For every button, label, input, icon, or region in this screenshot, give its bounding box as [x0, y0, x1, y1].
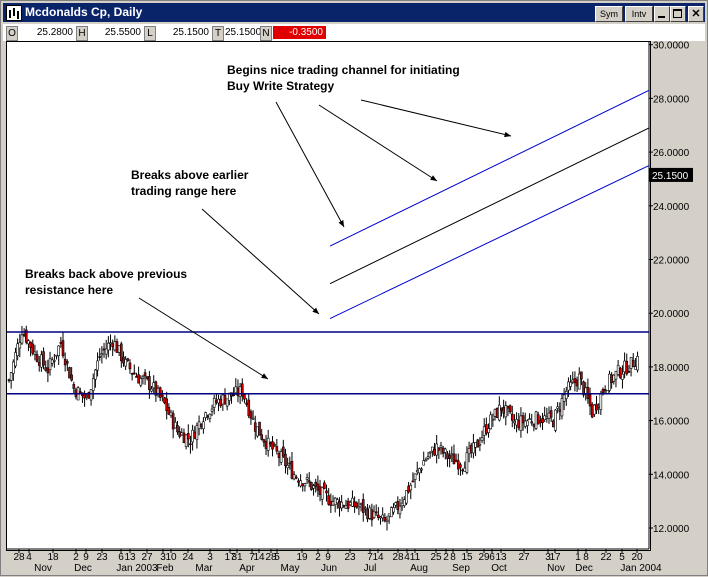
x-tick-label: 19: [296, 552, 308, 563]
maximize-icon: [673, 9, 682, 18]
x-month-label: Aug: [410, 563, 428, 574]
open-value: 25.2800: [36, 27, 73, 38]
x-tick-label: 17: [224, 552, 236, 563]
x-tick-label: 2: [73, 552, 79, 563]
x-tick-label: 14: [253, 552, 265, 563]
x-tick-label: 8: [450, 552, 456, 563]
x-tick-label: 31: [231, 552, 243, 563]
x-tick-label: 27: [141, 552, 153, 563]
minimize-button[interactable]: [654, 6, 670, 22]
x-tick-label: 23: [344, 552, 356, 563]
x-tick-label: 6: [489, 552, 495, 563]
change-value: -0.3500: [273, 26, 326, 39]
y-tick-label: 18.0000: [653, 363, 690, 374]
x-tick-label: 10: [165, 552, 177, 563]
x-month-label: Oct: [491, 563, 507, 574]
y-tick-label: 16.0000: [653, 417, 690, 428]
x-tick-label: 17: [549, 552, 561, 563]
x-tick-label: 3: [545, 552, 551, 563]
x-tick-label: 3: [160, 552, 166, 563]
x-tick-label: 4: [404, 552, 410, 563]
low-value: 25.1500: [172, 27, 209, 38]
x-tick-label: 8: [583, 552, 589, 563]
x-tick-label: 5: [274, 552, 280, 563]
close-icon: ✕: [691, 8, 701, 20]
x-tick-label: 18: [47, 552, 59, 563]
y-tick-label: 24.0000: [653, 202, 690, 213]
quote-bar: O 25.2800 H 25.5500 L 25.1500 T 25.1500 …: [3, 24, 705, 41]
x-month-label: Feb: [156, 563, 174, 574]
symbol-button[interactable]: Sym: [595, 6, 623, 22]
x-month-label: Sep: [452, 563, 470, 574]
x-tick-label: 28: [13, 552, 25, 563]
x-tick-label: 13: [495, 552, 507, 563]
x-month-label: Jan 2004: [620, 563, 662, 574]
x-tick-label: 9: [325, 552, 331, 563]
x-month-label: Apr: [239, 563, 255, 574]
x-tick-label: 22: [600, 552, 612, 563]
high-label: H: [76, 26, 88, 41]
open-label: O: [6, 26, 18, 41]
x-tick-label: 9: [83, 552, 89, 563]
y-tick-label: 22.0000: [653, 256, 690, 267]
y-tick-label: 30.0000: [653, 41, 690, 52]
close-value: 25.1500: [225, 27, 262, 38]
x-month-label: Mar: [195, 563, 213, 574]
x-tick-label: 11: [410, 552, 421, 563]
x-tick-label: 27: [518, 552, 530, 563]
x-tick-label: 2: [443, 552, 449, 563]
x-tick-label: 3: [207, 552, 213, 563]
high-value: 25.5500: [104, 27, 141, 38]
close-button[interactable]: ✕: [688, 6, 704, 22]
x-month-label: Jul: [364, 563, 377, 574]
y-tick-label: 28.0000: [653, 94, 690, 105]
x-month-label: Nov: [34, 563, 52, 574]
window-title: Mcdonalds Cp, Daily: [25, 5, 143, 19]
title-bar[interactable]: Mcdonalds Cp, Daily Sym Intv ✕: [3, 3, 705, 22]
change-label: N: [260, 26, 272, 41]
x-tick-label: 28: [392, 552, 404, 563]
x-tick-label: 29: [478, 552, 490, 563]
x-tick-label: 24: [182, 552, 194, 563]
last-price-label: 25.1500: [652, 171, 689, 182]
y-tick-label: 26.0000: [653, 148, 690, 159]
x-tick-label: 15: [461, 552, 473, 563]
x-month-label: Dec: [575, 563, 593, 574]
y-tick-label: 14.0000: [653, 470, 690, 481]
interval-button[interactable]: Intv: [625, 6, 653, 22]
x-month-label: Jan 2003: [116, 563, 158, 574]
x-tick-label: 23: [96, 552, 108, 563]
x-tick-label: 25: [430, 552, 442, 563]
x-tick-label: 14: [372, 552, 384, 563]
x-tick-label: 6: [118, 552, 124, 563]
x-tick-label: 7: [367, 552, 373, 563]
x-tick-label: 5: [619, 552, 625, 563]
y-tick-label: 20.0000: [653, 309, 690, 320]
chart-app-icon: [6, 5, 22, 21]
x-tick-label: 4: [26, 552, 32, 563]
plot-area: [6, 41, 651, 551]
x-tick-label: 20: [631, 552, 643, 563]
minimize-icon: [658, 16, 665, 18]
maximize-button[interactable]: [670, 6, 686, 22]
x-tick-label: 28: [265, 552, 277, 563]
close-label: T: [212, 26, 224, 41]
x-tick-label: 13: [124, 552, 136, 563]
last-price-box: [649, 167, 693, 182]
x-month-label: Nov: [547, 563, 565, 574]
x-tick-label: 2: [315, 552, 321, 563]
x-month-label: Dec: [74, 563, 92, 574]
x-tick-label: 7: [249, 552, 255, 563]
x-tick-label: 1: [575, 552, 581, 563]
y-tick-label: 12.0000: [653, 524, 690, 535]
x-month-label: Jun: [321, 563, 337, 574]
low-label: L: [144, 26, 156, 41]
x-month-label: May: [281, 563, 300, 574]
